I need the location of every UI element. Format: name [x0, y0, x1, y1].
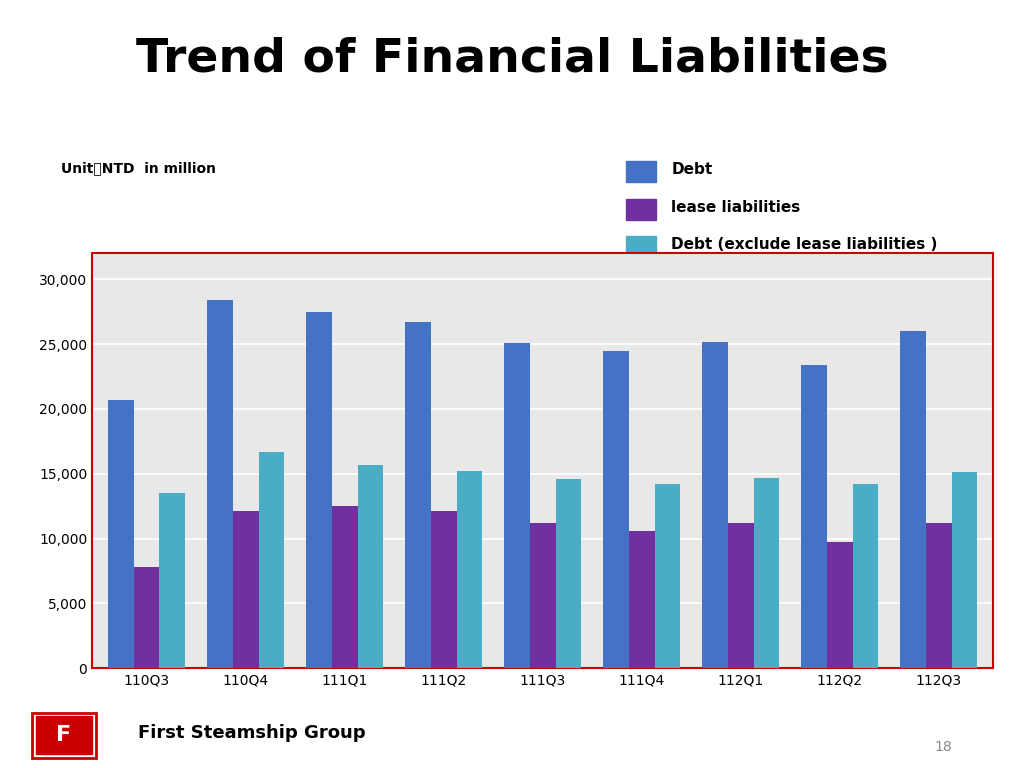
Bar [332, 506, 357, 668]
Bar [626, 237, 656, 258]
Text: lease liabilities: lease liabilities [672, 200, 801, 215]
Bar [108, 400, 134, 668]
Bar [457, 472, 482, 668]
Bar [951, 472, 978, 668]
Bar [529, 523, 556, 668]
Bar [754, 478, 779, 668]
Bar [431, 511, 457, 668]
Bar [36, 717, 92, 754]
Bar [357, 465, 383, 668]
Bar [406, 322, 431, 668]
Bar [926, 523, 951, 668]
Bar [654, 484, 680, 668]
Bar [306, 312, 332, 668]
Bar [160, 493, 185, 668]
Bar [134, 567, 160, 668]
Text: Trend of Financial Liabilities: Trend of Financial Liabilities [135, 36, 889, 81]
Bar [827, 542, 853, 668]
Text: Unit：NTD  in million: Unit：NTD in million [61, 161, 216, 175]
Text: Debt: Debt [672, 162, 713, 177]
Bar [626, 199, 656, 220]
Bar [603, 351, 629, 668]
Bar [207, 300, 232, 668]
Bar [232, 511, 258, 668]
Text: F: F [56, 725, 72, 746]
Bar [258, 452, 285, 668]
Text: 18: 18 [935, 740, 952, 754]
Bar [853, 484, 879, 668]
Text: Debt (exclude lease liabilities ): Debt (exclude lease liabilities ) [672, 237, 938, 253]
Bar [702, 342, 728, 668]
Bar [626, 161, 656, 183]
Bar [728, 523, 754, 668]
Bar [556, 479, 582, 668]
Bar [900, 331, 926, 668]
Text: First Steamship Group: First Steamship Group [138, 724, 366, 743]
Bar [504, 343, 529, 668]
Bar [629, 531, 654, 668]
Bar [801, 365, 827, 668]
